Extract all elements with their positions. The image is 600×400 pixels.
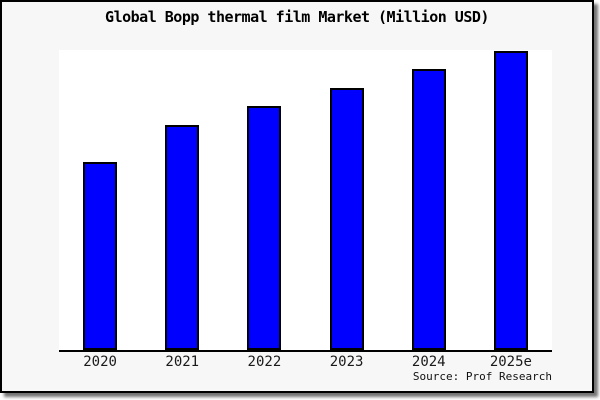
x-tick-label-2021: 2021: [165, 354, 200, 370]
bar-2024: [411, 69, 446, 350]
chart-title: Global Bopp thermal film Market (Million…: [105, 8, 489, 26]
chart-panel: Global Bopp thermal film Market (Million…: [0, 0, 594, 393]
bar-2020: [83, 162, 118, 350]
x-tick-label-2025e: 2025e: [489, 354, 532, 370]
bar-2022: [247, 106, 282, 350]
x-tick-label-2024: 2024: [411, 354, 446, 370]
bars-container: [59, 50, 552, 350]
x-tick-label-2023: 2023: [329, 354, 364, 370]
bar-2021: [165, 125, 200, 350]
plot-area: [59, 50, 552, 352]
bar-2025e: [493, 51, 528, 350]
x-tick-label-2022: 2022: [247, 354, 282, 370]
x-tick-label-2020: 2020: [83, 354, 117, 370]
x-tick-labels: 2020 2021 2022 2023 2024 2025e: [59, 354, 552, 370]
bar-2023: [329, 88, 364, 350]
source-label: Source: Prof Research: [412, 370, 552, 383]
